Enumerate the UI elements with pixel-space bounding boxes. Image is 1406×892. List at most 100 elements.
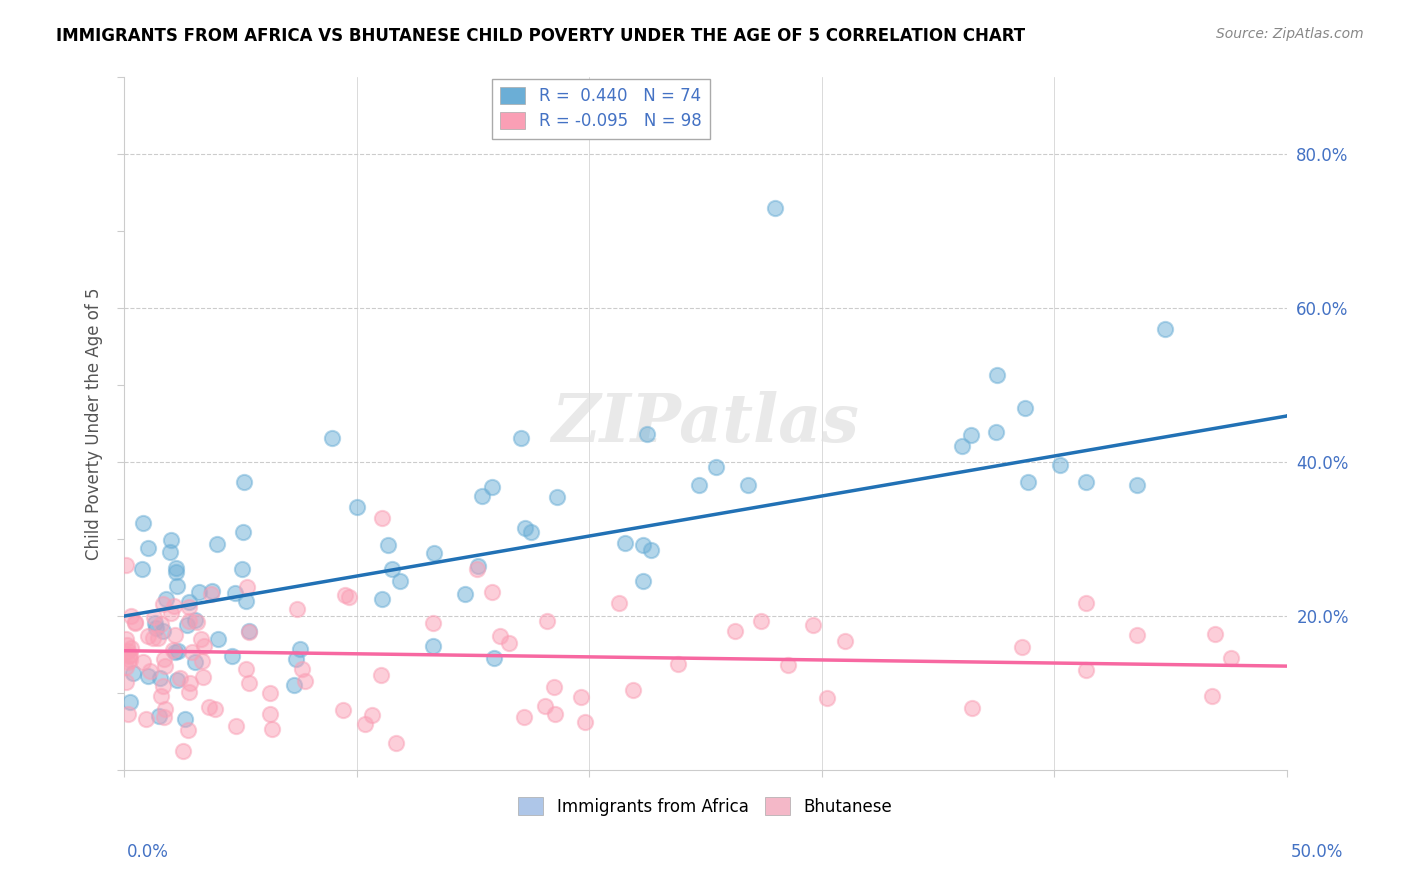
Point (142, 610, 165, 624)
Point (569, 690, 592, 705)
Point (122, 665, 145, 680)
Point (172, 744, 194, 758)
Point (815, 691, 838, 706)
Point (422, 615, 444, 630)
Point (481, 585, 503, 599)
Text: Source: ZipAtlas.com: Source: ZipAtlas.com (1216, 27, 1364, 41)
Point (543, 680, 565, 694)
Point (361, 708, 384, 723)
Point (1074, 663, 1097, 677)
Point (118, 695, 141, 709)
Point (388, 574, 411, 588)
Point (115, 660, 138, 674)
Point (174, 712, 197, 726)
Point (177, 600, 200, 615)
Point (135, 712, 157, 726)
Point (181, 645, 204, 659)
Point (291, 663, 314, 677)
Point (120, 609, 142, 624)
Point (285, 651, 308, 665)
Point (834, 634, 856, 648)
Point (169, 672, 191, 686)
Point (294, 674, 316, 689)
Point (165, 561, 187, 575)
Point (238, 625, 260, 640)
Point (285, 602, 308, 616)
Point (165, 565, 187, 579)
Point (148, 709, 170, 723)
Point (763, 201, 786, 215)
Point (1014, 401, 1036, 416)
Point (515, 521, 537, 535)
Point (986, 368, 1008, 383)
Point (132, 655, 155, 669)
Point (152, 679, 174, 693)
Point (152, 597, 174, 611)
Point (621, 683, 644, 698)
Point (153, 710, 176, 724)
Point (260, 722, 283, 736)
Point (801, 618, 824, 632)
Point (454, 587, 477, 601)
Point (235, 662, 257, 676)
Point (371, 510, 394, 524)
Point (737, 478, 759, 492)
Text: IMMIGRANTS FROM AFRICA VS BHUTANESE CHILD POVERTY UNDER THE AGE OF 5 CORRELATION: IMMIGRANTS FROM AFRICA VS BHUTANESE CHIL… (56, 27, 1025, 45)
Point (640, 542, 662, 557)
Point (165, 627, 187, 641)
Point (724, 624, 747, 638)
Point (574, 715, 596, 730)
Point (166, 673, 188, 687)
Point (166, 579, 188, 593)
Point (124, 615, 146, 629)
Point (200, 587, 222, 601)
Point (519, 525, 541, 540)
Point (984, 425, 1007, 439)
Text: 0.0%: 0.0% (127, 843, 169, 861)
Point (666, 657, 689, 671)
Point (370, 668, 392, 682)
Point (124, 616, 146, 631)
Point (177, 595, 200, 609)
Point (960, 701, 983, 715)
Point (120, 653, 142, 667)
Point (186, 615, 208, 630)
Point (204, 702, 226, 716)
Point (118, 649, 141, 664)
Point (152, 624, 174, 638)
Point (609, 596, 631, 610)
Point (534, 698, 557, 713)
Point (177, 684, 200, 698)
Point (131, 562, 153, 576)
Point (467, 559, 489, 574)
Point (145, 615, 167, 630)
Point (283, 678, 305, 692)
Point (371, 591, 394, 606)
Point (149, 671, 172, 685)
Point (465, 562, 488, 576)
Point (235, 580, 257, 594)
Point (136, 669, 159, 683)
Point (132, 516, 155, 531)
Point (749, 615, 772, 629)
Point (117, 639, 139, 653)
Point (233, 475, 256, 489)
Point (381, 561, 404, 575)
Point (688, 477, 710, 491)
Point (385, 736, 408, 750)
Point (1126, 627, 1149, 641)
Point (633, 574, 655, 588)
Point (377, 538, 399, 552)
Point (176, 618, 198, 632)
Legend: Immigrants from Africa, Bhutanese: Immigrants from Africa, Bhutanese (510, 789, 901, 824)
Point (165, 644, 187, 658)
Point (160, 606, 183, 620)
Point (183, 655, 205, 669)
Point (235, 594, 257, 608)
Point (205, 537, 228, 551)
Point (489, 629, 512, 643)
Point (1204, 627, 1226, 641)
Point (631, 538, 654, 552)
Point (177, 614, 200, 628)
Point (136, 629, 159, 643)
